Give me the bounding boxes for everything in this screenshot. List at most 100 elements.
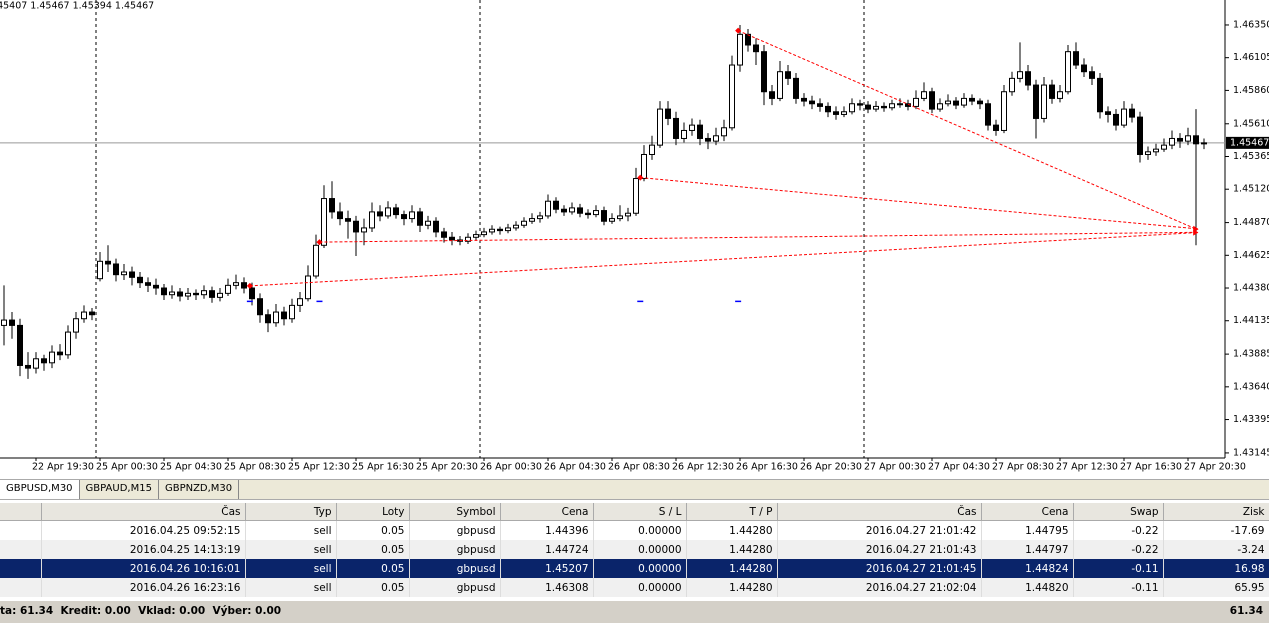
candle-body bbox=[801, 97, 807, 102]
candle-body bbox=[817, 103, 823, 107]
x-tick-label: 27 Apr 00:30 bbox=[864, 462, 926, 473]
table-cell: 2016.04.27 21:01:45 bbox=[777, 559, 982, 578]
candle-body bbox=[1193, 135, 1199, 145]
candle-body bbox=[825, 105, 831, 113]
candle-body bbox=[105, 260, 111, 265]
chart-tab[interactable]: GBPAUD,M15 bbox=[80, 480, 159, 499]
candle-body bbox=[577, 207, 583, 214]
x-tick-label: 26 Apr 16:30 bbox=[736, 462, 798, 473]
candle-body bbox=[1041, 84, 1047, 119]
candle-body bbox=[1129, 108, 1135, 118]
candle-body bbox=[569, 207, 575, 213]
candle-body bbox=[897, 103, 903, 106]
x-tick-label: 27 Apr 08:30 bbox=[992, 462, 1054, 473]
x-tick-label: 26 Apr 04:30 bbox=[544, 462, 606, 473]
table-cell: 0.05 bbox=[336, 578, 410, 597]
candle-body bbox=[1009, 77, 1015, 93]
candle-body bbox=[625, 212, 631, 217]
candle-body bbox=[57, 351, 63, 356]
trade-row[interactable]: 2016.04.26 10:16:01 sell 0.05 gbpusd 1.45207… bbox=[0, 559, 1269, 578]
candle-body bbox=[97, 260, 103, 280]
x-tick-label: 25 Apr 04:30 bbox=[160, 462, 222, 473]
candle-body bbox=[49, 351, 55, 364]
y-tick-label: 1.46105 bbox=[1233, 52, 1269, 63]
table-cell: 1.44724 bbox=[500, 540, 594, 559]
candle-body bbox=[705, 137, 711, 142]
candle-body bbox=[673, 117, 679, 139]
y-tick-label: 1.44380 bbox=[1233, 283, 1269, 294]
candle-body bbox=[377, 211, 383, 217]
candle-body bbox=[649, 144, 655, 155]
y-tick-label: 1.45610 bbox=[1233, 118, 1269, 129]
trade-row[interactable]: 2016.04.25 14:13:19 sell 0.05 gbpusd 1.44724… bbox=[0, 540, 1269, 559]
candle-body bbox=[313, 244, 319, 277]
trade-close-marker bbox=[1193, 226, 1199, 233]
header-cell: Symbol bbox=[409, 503, 501, 521]
candle-body bbox=[1121, 108, 1127, 126]
table-cell: 16.98 bbox=[1163, 559, 1269, 578]
candle-body bbox=[873, 105, 879, 110]
candle-body bbox=[385, 207, 391, 217]
candle-body bbox=[169, 291, 175, 296]
candle-body bbox=[985, 103, 991, 126]
candle-body bbox=[977, 100, 983, 105]
trade-line bbox=[249, 232, 1197, 287]
candle-body bbox=[953, 100, 959, 106]
candle-body bbox=[1201, 142, 1207, 145]
candle-body bbox=[1177, 137, 1183, 142]
candle-body bbox=[1073, 51, 1079, 66]
candle-body bbox=[465, 236, 471, 242]
candle-body bbox=[1033, 84, 1039, 119]
candle-body bbox=[505, 227, 511, 232]
chart-tab[interactable]: GBPUSD,M30 bbox=[0, 480, 80, 499]
candle-body bbox=[473, 234, 479, 238]
candle-body bbox=[345, 218, 351, 222]
table-cell: 0.00000 bbox=[593, 540, 687, 559]
account-summary: ta: 61.34 Kredit: 0.00 Vklad: 0.00 Výber… bbox=[0, 601, 1269, 623]
candle-body bbox=[81, 311, 87, 320]
table-cell: 1.44824 bbox=[981, 559, 1074, 578]
order-cell bbox=[0, 520, 42, 540]
candle-body bbox=[553, 200, 559, 210]
candle-body bbox=[265, 314, 271, 324]
candle-body bbox=[185, 292, 191, 297]
candle-body bbox=[489, 228, 495, 233]
y-tick-label: 1.44625 bbox=[1233, 250, 1269, 261]
candle-body bbox=[833, 111, 839, 115]
candle-body bbox=[729, 64, 735, 129]
table-cell: 2016.04.27 21:01:42 bbox=[777, 520, 982, 540]
y-tick-label: 1.43145 bbox=[1233, 447, 1269, 458]
x-tick-label: 26 Apr 00:30 bbox=[480, 462, 542, 473]
table-cell: sell bbox=[245, 578, 337, 597]
candle-body bbox=[681, 129, 687, 139]
x-tick-label: 25 Apr 16:30 bbox=[352, 462, 414, 473]
candle-body bbox=[1081, 64, 1087, 73]
candle-body bbox=[1001, 91, 1007, 131]
candle-body bbox=[1105, 111, 1111, 115]
candle-body bbox=[1185, 135, 1191, 142]
y-tick-label: 1.44870 bbox=[1233, 217, 1269, 228]
table-cell: sell bbox=[245, 540, 337, 559]
table-cell: 1.44280 bbox=[686, 540, 778, 559]
candle-body bbox=[369, 211, 375, 229]
ohlc-header: 1.45407 1.45467 1.45394 1.45467 bbox=[0, 1, 154, 12]
table-cell: -17.69 bbox=[1163, 520, 1269, 540]
candle-body bbox=[281, 311, 287, 320]
candle-body bbox=[689, 124, 695, 131]
x-tick-label: 26 Apr 20:30 bbox=[800, 462, 862, 473]
candle-body bbox=[481, 231, 487, 236]
candle-body bbox=[913, 97, 919, 107]
chart-tab[interactable]: GBPNZD,M30 bbox=[159, 480, 240, 499]
candle-body bbox=[561, 208, 567, 213]
candle-body bbox=[945, 100, 951, 105]
trade-row[interactable]: 2016.04.26 16:23:16 sell 0.05 gbpusd 1.46308… bbox=[0, 578, 1269, 597]
table-cell: -0.22 bbox=[1073, 540, 1164, 559]
x-tick-label: 26 Apr 08:30 bbox=[608, 462, 670, 473]
table-cell: gbpusd bbox=[409, 540, 501, 559]
candle-body bbox=[513, 224, 519, 229]
chart-tabs: GBPUSD,M30 GBPAUD,M15 GBPNZD,M30 bbox=[0, 479, 1269, 500]
trade-row[interactable]: 2016.04.25 09:52:15 sell 0.05 gbpusd 1.44396… bbox=[0, 520, 1269, 540]
candle-body bbox=[921, 91, 927, 99]
candle-body bbox=[937, 103, 943, 110]
